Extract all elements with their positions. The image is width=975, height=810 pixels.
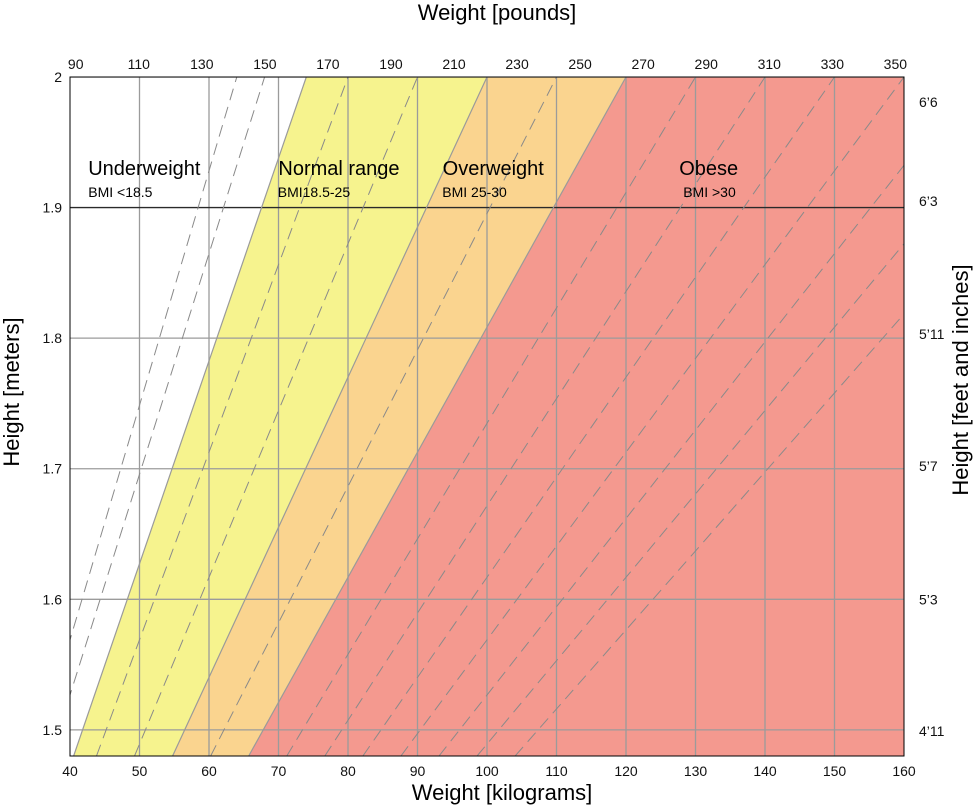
dashed-bmi-line bbox=[362, 77, 835, 756]
dashed-bmi-lines bbox=[70, 77, 904, 756]
zone-normal-range bbox=[73, 77, 487, 756]
pound-tick-label: 230 bbox=[505, 56, 529, 72]
x-tick-label: 120 bbox=[614, 763, 638, 779]
zone-name-label: Overweight bbox=[443, 158, 545, 180]
x-tick-label: 50 bbox=[132, 763, 148, 779]
y-tick-label: 1.8 bbox=[43, 330, 63, 346]
dashed-bmi-line bbox=[70, 77, 266, 697]
pound-tick-label: 210 bbox=[442, 56, 466, 72]
dashed-bmi-line bbox=[438, 164, 904, 756]
x-tick-label: 90 bbox=[410, 763, 426, 779]
grid-lines bbox=[70, 77, 904, 756]
zone-boundary-line bbox=[172, 77, 488, 756]
x-tick-label: 100 bbox=[475, 763, 499, 779]
zone-bmi-label: BMI18.5-25 bbox=[278, 184, 351, 200]
x-tick-label: 80 bbox=[340, 763, 356, 779]
zone-name-label: Underweight bbox=[88, 158, 201, 180]
zone-name-label: Normal range bbox=[278, 158, 399, 180]
bmi-zones bbox=[70, 77, 904, 756]
y-tick-label: 1.6 bbox=[43, 591, 63, 607]
zone-bmi-label: BMI >30 bbox=[683, 184, 736, 200]
pound-tick-label: 110 bbox=[128, 56, 151, 72]
dashed-bmi-line bbox=[324, 77, 766, 756]
pound-tick-label: 90 bbox=[68, 56, 84, 72]
pound-tick-label: 130 bbox=[190, 56, 214, 72]
pound-tick-label: 330 bbox=[821, 56, 845, 72]
zone-obese bbox=[248, 77, 904, 756]
pound-tick-label: 270 bbox=[631, 56, 655, 72]
feet-tick-label: 5’3 bbox=[919, 591, 938, 607]
y2-axis-title: Height [feet and inches] bbox=[948, 264, 973, 495]
feet-tick-label: 6’6 bbox=[919, 94, 938, 110]
y-tick-label: 1.5 bbox=[43, 722, 63, 738]
zone-labels: Underweight BMI <18.5 Normal range BMI18.5-… bbox=[88, 158, 738, 200]
pound-tick-label: 310 bbox=[758, 56, 782, 72]
zone-name-label: Obese bbox=[679, 158, 738, 180]
y-tick-label: 1.9 bbox=[43, 200, 63, 216]
x-tick-label: 110 bbox=[545, 763, 568, 779]
y-tick-label: 1.7 bbox=[43, 461, 63, 477]
pound-tick-label: 150 bbox=[253, 56, 277, 72]
x-tick-label: 130 bbox=[684, 763, 708, 779]
zone-boundaries bbox=[73, 77, 627, 756]
zone-bmi-label: BMI <18.5 bbox=[88, 184, 152, 200]
dashed-bmi-line bbox=[400, 77, 904, 756]
zone-boundary-line bbox=[248, 77, 627, 756]
feet-tick-label: 6’3 bbox=[919, 193, 938, 209]
pound-tick-label: 290 bbox=[695, 56, 719, 72]
dashed-bmi-line bbox=[70, 77, 238, 642]
feet-tick-label: 4’11 bbox=[919, 723, 945, 739]
dashed-bmi-line bbox=[210, 77, 557, 756]
feet-tick-label: 5’11 bbox=[919, 326, 945, 342]
feet-tick-label: 5’7 bbox=[919, 458, 938, 474]
x-axis-title: Weight [kilograms] bbox=[412, 780, 593, 805]
y-tick-label: 2 bbox=[54, 69, 62, 85]
pound-tick-label: 190 bbox=[379, 56, 403, 72]
plot-frame bbox=[69, 76, 905, 757]
x-tick-label: 150 bbox=[823, 763, 847, 779]
zone-boundary-line bbox=[73, 77, 307, 756]
x-tick-label: 160 bbox=[892, 763, 916, 779]
zone-bmi-label: BMI 25-30 bbox=[442, 184, 507, 200]
dashed-bmi-line bbox=[476, 242, 904, 756]
y-axis-title: Height [meters] bbox=[0, 317, 24, 466]
x-tick-label: 60 bbox=[201, 763, 217, 779]
zone-underweight bbox=[70, 77, 307, 756]
x2-axis-title: Weight [pounds] bbox=[418, 0, 577, 25]
x-tick-label: 140 bbox=[753, 763, 777, 779]
dashed-bmi-line bbox=[134, 77, 418, 756]
pound-tick-label: 350 bbox=[884, 56, 908, 72]
zone-overweight bbox=[172, 77, 626, 756]
tick-labels: 40 50 60 70 80 90 100 110 120 130 140 150 160 1.5 1.6 1… bbox=[43, 56, 945, 779]
pound-tick-label: 170 bbox=[316, 56, 340, 72]
pound-tick-label: 250 bbox=[568, 56, 592, 72]
x-tick-label: 40 bbox=[62, 763, 78, 779]
x-tick-label: 70 bbox=[271, 763, 287, 779]
dashed-bmi-line bbox=[95, 77, 349, 756]
